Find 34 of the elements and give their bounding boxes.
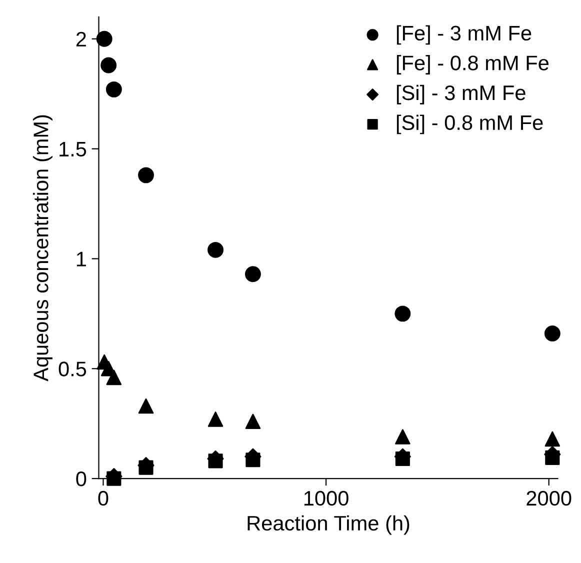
y-tick-label: 1.5	[60, 142, 86, 157]
point	[395, 451, 410, 466]
point	[106, 370, 122, 386]
y-tick-label: 1	[76, 252, 86, 266]
point	[208, 412, 224, 427]
legend-label: [Si] - 3 mM Fe	[396, 84, 526, 104]
point	[246, 452, 260, 468]
point	[394, 306, 411, 322]
point	[106, 81, 122, 98]
point	[138, 167, 154, 184]
point	[545, 450, 560, 465]
y-tick-label: 2	[76, 32, 86, 46]
x-tick-label: 0	[98, 490, 108, 506]
point	[96, 30, 112, 47]
x-tick-label: 2000	[526, 490, 572, 506]
y-tick-label: 0	[76, 472, 86, 486]
legend-label: [Fe] - 0.8 mM Fe	[396, 55, 549, 74]
x-axis-title: Reaction Time (h)	[248, 515, 410, 535]
point	[138, 398, 154, 414]
point	[544, 431, 560, 447]
point	[245, 414, 261, 430]
point	[208, 242, 224, 258]
point	[244, 266, 261, 282]
point	[106, 471, 122, 486]
point	[544, 325, 560, 342]
point	[208, 454, 223, 468]
point	[100, 57, 117, 74]
y-axis-title: Aqueous concentration (mM)	[33, 115, 52, 382]
legend-label: [Fe] - 3 mM Fe	[396, 25, 532, 45]
y-tick-label: 0.5	[58, 362, 86, 376]
point	[138, 460, 154, 475]
legend-label: [Si] - 0.8 mM Fe	[396, 114, 543, 134]
x-tick-label: 1000	[304, 490, 348, 506]
point	[395, 429, 410, 444]
